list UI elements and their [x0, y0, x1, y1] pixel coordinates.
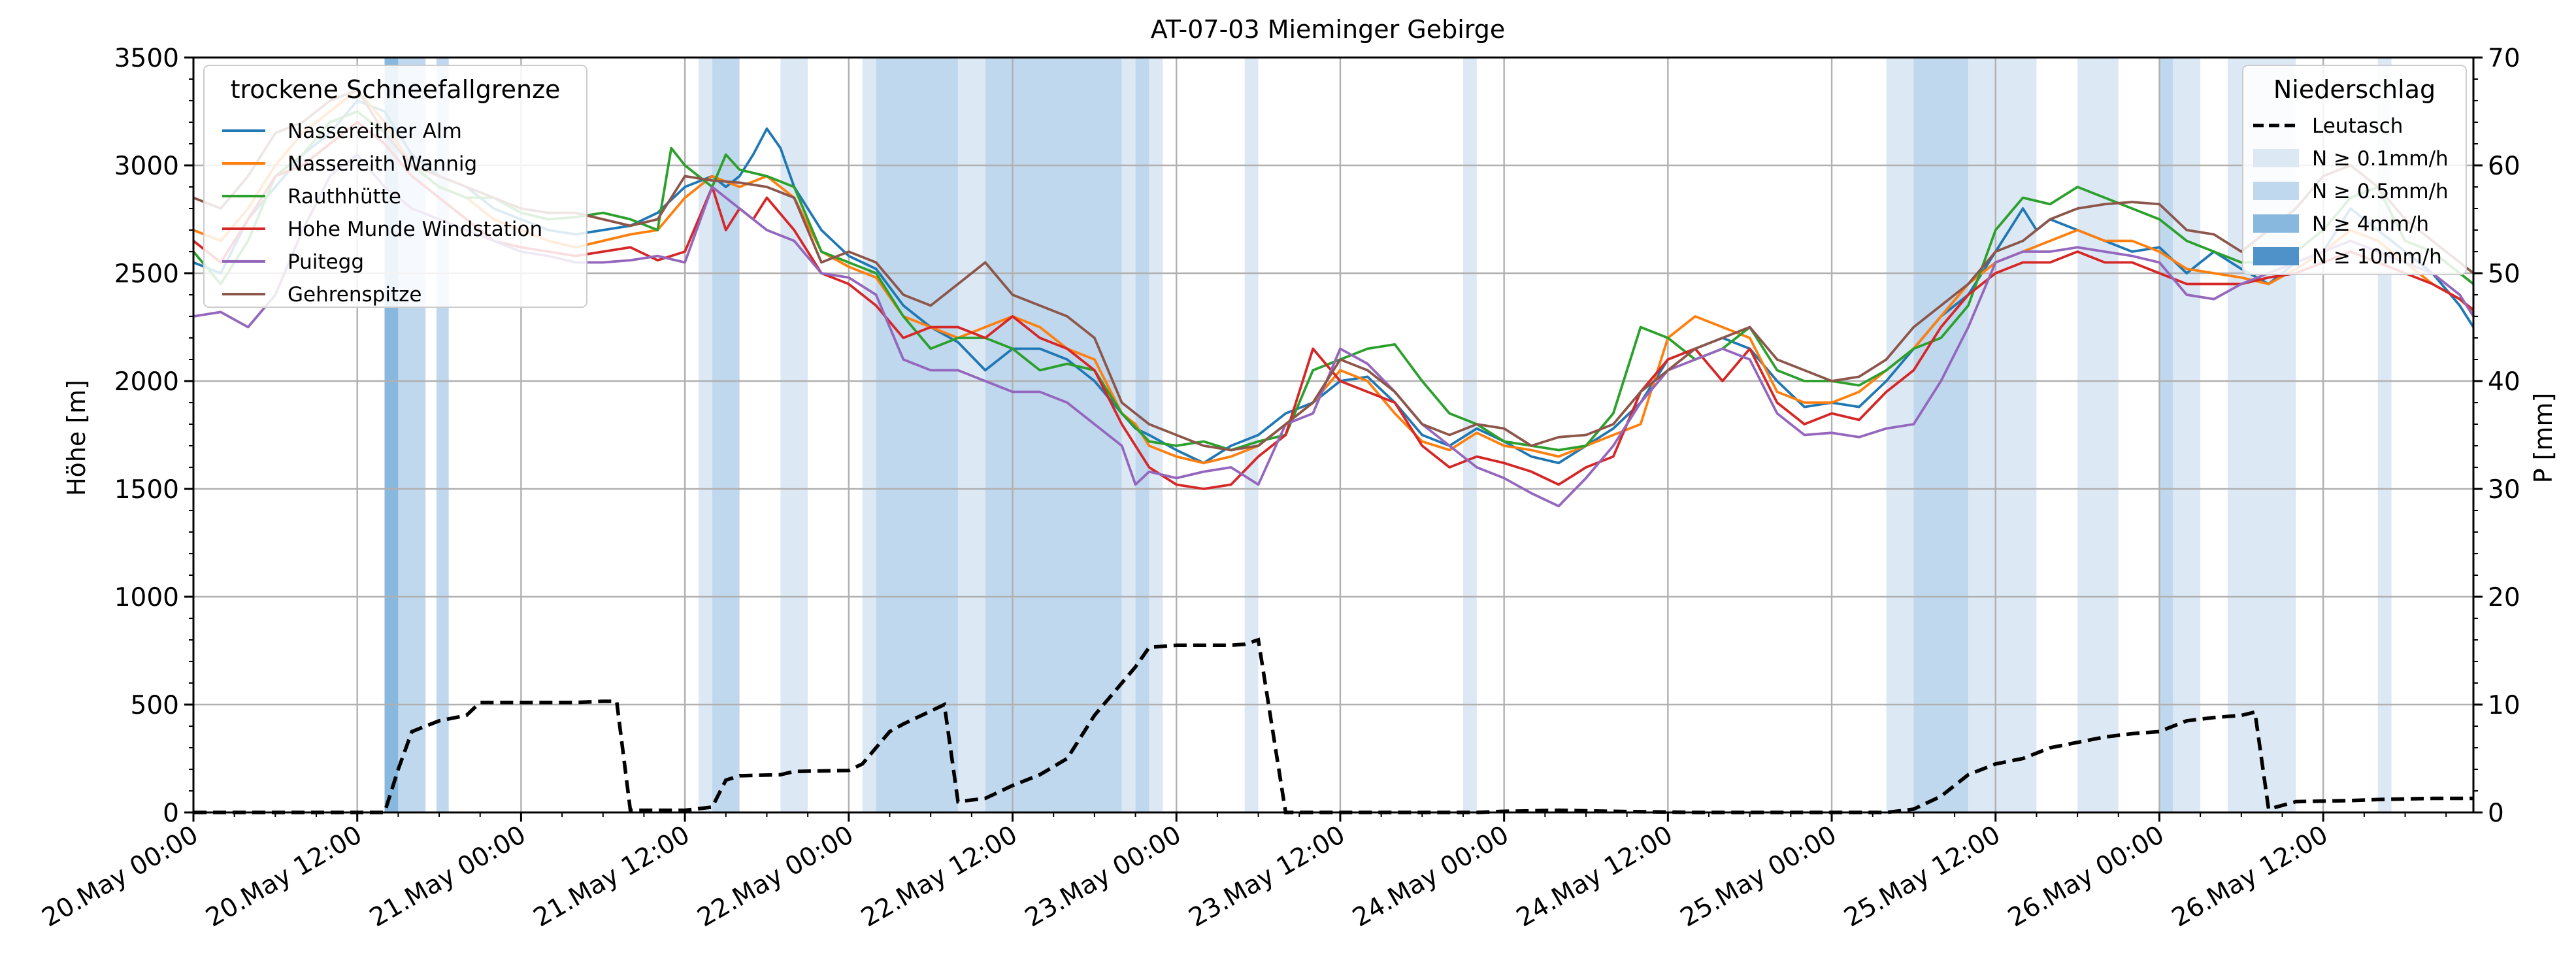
y-axis-label: Höhe [m]: [62, 380, 91, 496]
chart-title: AT-07-03 Mieminger Gebirge: [1151, 15, 1506, 44]
y2-tick-label-1: 10: [2488, 691, 2520, 720]
legend-precip: Niederschlag Leutasch N ≥ 0.1mm/h N ≥ 0.5mm…: [2242, 65, 2467, 275]
precip-band-20: [2173, 58, 2201, 812]
y-tick-label-2: 1000: [114, 583, 179, 612]
legend-label-0: Nassereither Alm: [288, 120, 462, 143]
y2-tick-label-4: 40: [2488, 367, 2520, 397]
legend-label-4: Puitegg: [288, 250, 364, 274]
legend-lines-title: trockene Schneefallgrenze: [231, 75, 561, 104]
precip-band-19: [2159, 58, 2173, 812]
legend-band-label-3: N ≥ 10mm/h: [2312, 245, 2442, 269]
x-tick-label-4: 22.May 00:00: [693, 820, 859, 933]
precip-band-16: [1913, 58, 1968, 812]
x-tick-label-1: 20.May 12:00: [201, 820, 367, 933]
precip-band-8: [957, 58, 985, 812]
precip-band-15: [1886, 58, 1914, 812]
y-tick-label-0: 0: [163, 799, 179, 828]
precip-band-6: [862, 58, 876, 812]
legend-band-label-2: N ≥ 4mm/h: [2312, 212, 2429, 236]
precip-band-13: [1244, 58, 1259, 812]
x-tick-label-9: 24.May 12:00: [1511, 820, 1677, 933]
y-tick-label-1: 500: [131, 691, 179, 720]
legend-label-3: Hohe Munde Windstation: [288, 218, 542, 241]
precip-band-3: [699, 58, 712, 812]
y-tick-label-5: 2500: [114, 259, 179, 289]
precip-band-9: [985, 58, 1122, 812]
y2-tick-label-6: 60: [2488, 152, 2520, 181]
y-tick-label-3: 1500: [114, 475, 179, 505]
legend-label-5: Gehrenspitze: [288, 283, 421, 307]
legend-lines: trockene Schneefallgrenze Nassereither Al…: [203, 65, 587, 308]
legend-band-label-1: N ≥ 0.5mm/h: [2312, 180, 2449, 203]
legend-band-swatch-0: [2253, 149, 2299, 167]
x-tick-label-11: 25.May 12:00: [1840, 820, 2006, 933]
y-tick-label-7: 3500: [114, 44, 179, 73]
legend-band-swatch-2: [2253, 214, 2299, 233]
precip-band-14: [1462, 58, 1477, 812]
legend-label-2: Rauthhütte: [288, 185, 401, 209]
precip-band-7: [876, 58, 958, 812]
legend-lines-box: [203, 65, 587, 308]
y2-tick-label-7: 70: [2488, 44, 2520, 73]
x-tick-label-6: 23.May 00:00: [1020, 820, 1186, 933]
y2-tick-label-2: 20: [2488, 583, 2520, 612]
legend-precip-line-label: Leutasch: [2312, 114, 2403, 138]
y2-tick-label-3: 30: [2488, 475, 2520, 505]
precip-line-leutasch: [193, 637, 2473, 814]
x-tick-label-0: 20.May 00:00: [37, 820, 203, 933]
legend-band-swatch-1: [2253, 182, 2299, 200]
x-tick-label-12: 26.May 00:00: [2003, 820, 2169, 933]
y-tick-label-6: 3000: [114, 152, 179, 181]
precip-band-17: [1968, 58, 2037, 812]
x-tick-label-5: 22.May 12:00: [856, 820, 1022, 933]
x-tick-label-7: 23.May 12:00: [1184, 820, 1350, 933]
legend-label-1: Nassereith Wannig: [288, 152, 477, 176]
x-tick-label-3: 21.May 12:00: [529, 820, 695, 933]
x-tick-label-2: 21.May 00:00: [365, 820, 531, 933]
x-tick-label-13: 26.May 12:00: [2167, 820, 2333, 933]
plot-frame: [192, 56, 2475, 814]
precip-band-5: [780, 58, 808, 812]
y2-tick-label-5: 50: [2488, 259, 2520, 289]
x-tick-label-10: 25.May 00:00: [1676, 820, 1841, 933]
precip-band-12: [1149, 58, 1163, 812]
y-tick-label-4: 2000: [114, 367, 179, 397]
precip-band-18: [2077, 58, 2119, 812]
y2-axis-label: P [mm]: [2529, 393, 2558, 484]
legend-band-label-0: N ≥ 0.1mm/h: [2312, 147, 2449, 171]
legend-band-swatch-3: [2253, 247, 2299, 265]
y2-tick-label-0: 0: [2488, 799, 2504, 828]
precip-band-4: [712, 58, 740, 812]
legend-precip-title: Niederschlag: [2273, 75, 2436, 104]
x-tick-label-8: 24.May 00:00: [1348, 820, 1514, 933]
